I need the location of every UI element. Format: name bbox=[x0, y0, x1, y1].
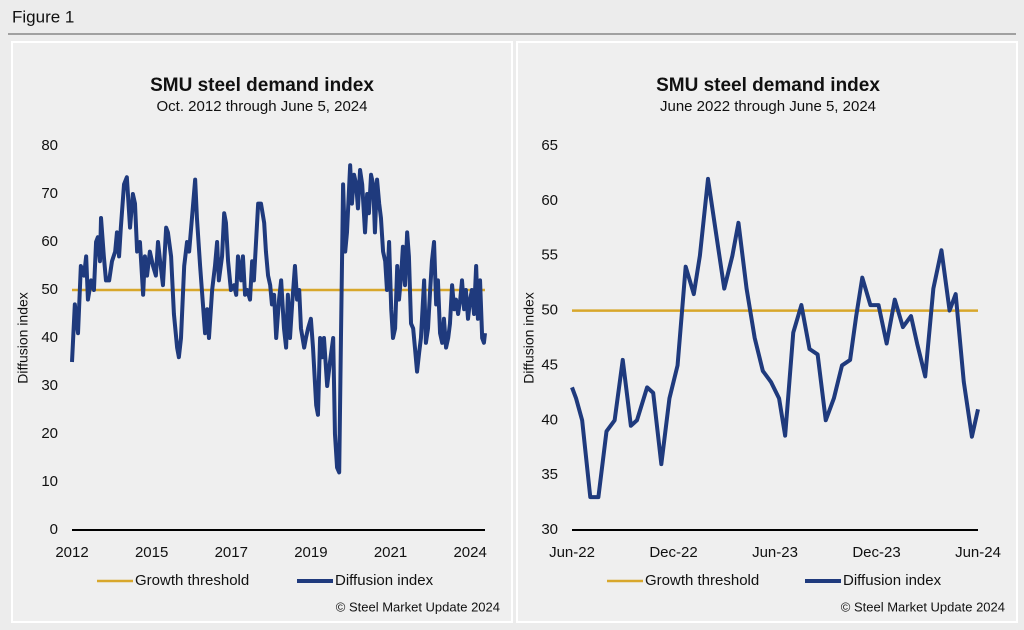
y-tick-label: 60 bbox=[541, 192, 558, 209]
y-tick-label: 50 bbox=[41, 281, 58, 298]
y-tick-label: 40 bbox=[541, 411, 558, 428]
legend-label: Diffusion index bbox=[335, 572, 434, 589]
y-tick-label: 10 bbox=[41, 473, 58, 490]
y-tick-label: 45 bbox=[541, 356, 558, 373]
chart-subtitle: Oct. 2012 through June 5, 2024 bbox=[157, 98, 368, 115]
data-line bbox=[570, 176, 980, 500]
legend-label: Diffusion index bbox=[843, 572, 942, 589]
y-tick-label: 70 bbox=[41, 185, 58, 202]
y-tick-label: 55 bbox=[541, 247, 558, 264]
y-tick-label: 30 bbox=[41, 377, 58, 394]
x-tick-label: 2012 bbox=[55, 544, 88, 561]
x-tick-label: Jun-23 bbox=[752, 544, 798, 561]
legend-label: Growth threshold bbox=[135, 572, 249, 589]
x-tick-label: 2021 bbox=[374, 544, 407, 561]
chart-title: SMU steel demand index bbox=[656, 75, 880, 96]
x-tick-label: Jun-24 bbox=[955, 544, 1001, 561]
y-axis-label: Diffusion index bbox=[521, 292, 537, 384]
y-tick-label: 80 bbox=[41, 137, 58, 154]
legend-label: Growth threshold bbox=[645, 572, 759, 589]
y-tick-label: 0 bbox=[50, 521, 58, 538]
x-tick-label: Dec-22 bbox=[649, 544, 697, 561]
x-tick-label: 2017 bbox=[215, 544, 248, 561]
y-tick-label: 65 bbox=[541, 137, 558, 154]
panel bbox=[516, 41, 1018, 623]
x-tick-label: Dec-23 bbox=[852, 544, 900, 561]
source-note: © Steel Market Update 2024 bbox=[336, 599, 500, 614]
y-axis-label: Diffusion index bbox=[15, 292, 31, 384]
y-tick-label: 30 bbox=[541, 521, 558, 538]
y-tick-label: 20 bbox=[41, 425, 58, 442]
data-line bbox=[70, 163, 487, 475]
x-tick-label: 2019 bbox=[294, 544, 327, 561]
x-tick-label: 2024 bbox=[453, 544, 486, 561]
chart-subtitle: June 2022 through June 5, 2024 bbox=[660, 98, 876, 115]
panel bbox=[11, 41, 513, 623]
source-note: © Steel Market Update 2024 bbox=[841, 599, 1005, 614]
y-tick-label: 50 bbox=[541, 302, 558, 319]
figure-label: Figure 1 bbox=[12, 7, 74, 26]
chart-title: SMU steel demand index bbox=[150, 75, 374, 96]
x-tick-label: 2015 bbox=[135, 544, 168, 561]
y-tick-label: 35 bbox=[541, 466, 558, 483]
y-tick-label: 40 bbox=[41, 329, 58, 346]
x-tick-label: Jun-22 bbox=[549, 544, 595, 561]
y-tick-label: 60 bbox=[41, 233, 58, 250]
